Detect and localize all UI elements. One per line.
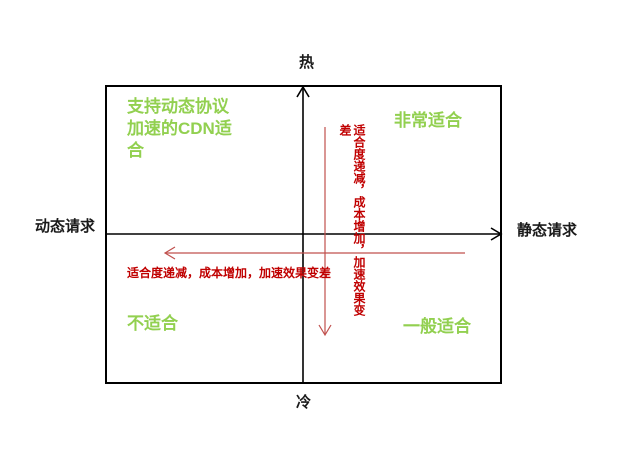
quadrant-bottom-left-text: 不适合 [127, 314, 178, 333]
quadrant-top-right-text: 非常适合 [394, 111, 462, 130]
annotation-horizontal-text: 适合度递减，成本增加，加速效果变差 [127, 266, 332, 280]
quadrant-bottom-right-text: 一般适合 [403, 317, 471, 336]
axis-label-hot: 热 [299, 54, 315, 71]
axis-label-cold: 冷 [296, 394, 312, 411]
axis-label-static-request: 静态请求 [517, 222, 578, 239]
quadrant-top-left-text: 支持动态协议加速的CDN适合 [127, 97, 232, 160]
annotation-vertical-text: 适合度递减，成本增加，加速效果变差 [338, 124, 366, 316]
axis-label-dynamic-request: 动态请求 [35, 218, 96, 235]
